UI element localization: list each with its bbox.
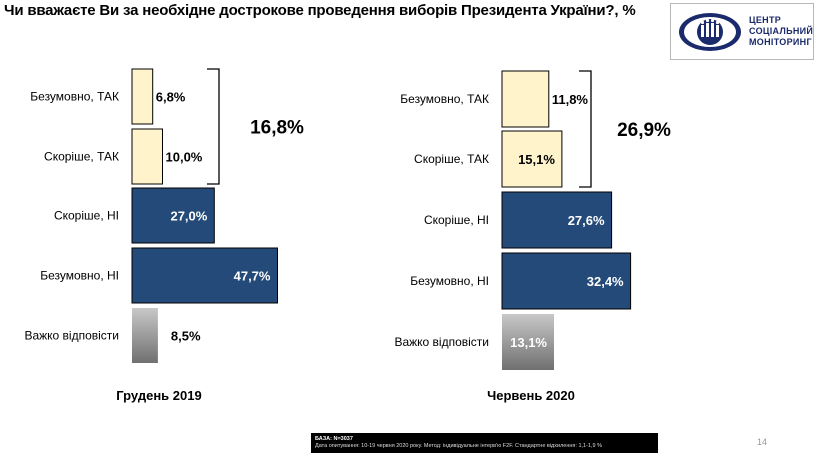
- page-number: 14: [757, 437, 768, 447]
- bar: [131, 247, 278, 304]
- data-label: 10,0%: [166, 150, 203, 165]
- bar: [501, 252, 632, 310]
- data-label: 15,1%: [518, 152, 555, 167]
- data-label: 11,8%: [552, 92, 589, 107]
- bar: [131, 128, 163, 185]
- category-label: Безумовно, НІ: [410, 274, 489, 288]
- bar: [501, 130, 563, 188]
- methodology-footer: БАЗА: N=3037 Дата опитування: 10-19 черв…: [311, 433, 658, 453]
- logo: ЦЕНТР СОЦІАЛЬНИЙ МОНІТОРИНГ: [670, 3, 814, 60]
- data-label: 27,0%: [170, 209, 207, 224]
- category-label: Важко відповісти: [394, 335, 489, 349]
- yes-total-bracket: [579, 70, 592, 188]
- yes-total-label: 16,8%: [250, 118, 304, 139]
- yes-total-bracket: [207, 68, 220, 185]
- bar: [131, 68, 154, 125]
- logo-text: ЦЕНТР СОЦІАЛЬНИЙ МОНІТОРИНГ: [749, 15, 814, 47]
- bar: [501, 191, 613, 249]
- category-label: Скоріше, НІ: [424, 213, 489, 227]
- chart-title: Червень 2020: [487, 388, 575, 403]
- page-title: Чи вважаєте Ви за необхідне дострокове п…: [4, 2, 636, 19]
- data-label: 27,6%: [568, 213, 605, 228]
- category-label: Безумовно, ТАК: [30, 90, 119, 104]
- bar: [502, 314, 554, 370]
- category-label: Скоріше, ТАК: [44, 150, 119, 164]
- category-label: Скоріше, ТАК: [414, 152, 489, 166]
- bar: [132, 308, 158, 363]
- bar: [131, 187, 215, 244]
- chart-title: Грудень 2019: [116, 388, 201, 403]
- category-label: Скоріше, НІ: [54, 209, 119, 223]
- data-label: 47,7%: [234, 269, 271, 284]
- logo-eye-icon: [679, 13, 741, 51]
- footer-base: БАЗА: N=3037: [315, 436, 353, 442]
- data-label: 13,1%: [510, 335, 547, 350]
- yes-total-label: 26,9%: [617, 120, 671, 141]
- footer-note: Дата опитування: 10-19 червня 2020 року.…: [315, 443, 602, 449]
- category-label: Важко відповісти: [24, 329, 119, 343]
- category-label: Безумовно, ТАК: [400, 92, 489, 106]
- data-label: 6,8%: [156, 90, 186, 105]
- data-label: 8,5%: [171, 329, 201, 344]
- bar: [501, 70, 550, 128]
- data-label: 32,4%: [587, 274, 624, 289]
- category-label: Безумовно, НІ: [40, 269, 119, 283]
- charts: Безумовно, ТАК 6,8% Скоріше, ТАК 10,0% Скорі…: [24, 68, 671, 403]
